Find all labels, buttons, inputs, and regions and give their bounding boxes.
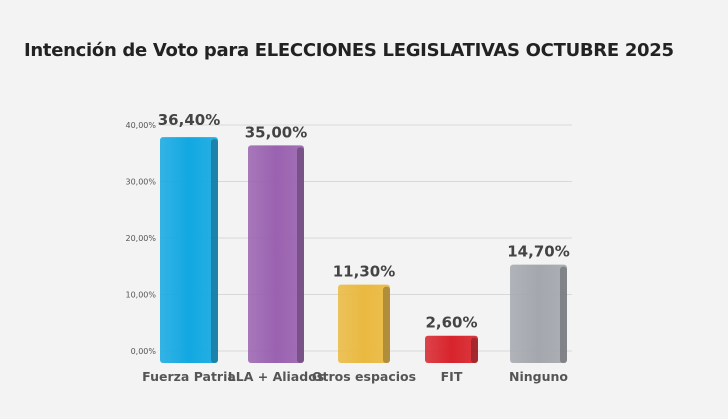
x-tick-label: FIT: [441, 369, 463, 384]
bar-side: [383, 286, 390, 363]
x-tick-label: LLA + Aliados: [228, 369, 324, 384]
data-label: 11,30%: [333, 263, 395, 281]
bar: [248, 145, 304, 363]
bar-side: [560, 266, 567, 363]
data-label: 14,70%: [507, 243, 569, 261]
bar-side: [297, 147, 304, 363]
data-label: 35,00%: [245, 123, 307, 141]
bar: [510, 264, 567, 363]
x-tick-label: Fuerza Patria: [142, 369, 236, 384]
y-tick-label: 10,00%: [125, 291, 156, 300]
y-tick-label: 40,00%: [125, 121, 156, 130]
y-tick-label: 0,00%: [131, 347, 157, 356]
y-tick-label: 20,00%: [125, 234, 156, 243]
x-tick-label: Otros espacios: [312, 369, 416, 384]
data-label: 36,40%: [158, 111, 220, 129]
bar-side: [471, 337, 478, 363]
bar-side: [211, 139, 218, 363]
bar: [338, 284, 390, 363]
data-label: 2,60%: [425, 314, 477, 332]
bar: [425, 335, 478, 363]
bar: [160, 137, 218, 363]
y-tick-label: 30,00%: [125, 178, 156, 187]
chart-title: Intención de Voto para ELECCIONES LEGISL…: [24, 40, 674, 61]
x-tick-label: Ninguno: [509, 369, 568, 384]
